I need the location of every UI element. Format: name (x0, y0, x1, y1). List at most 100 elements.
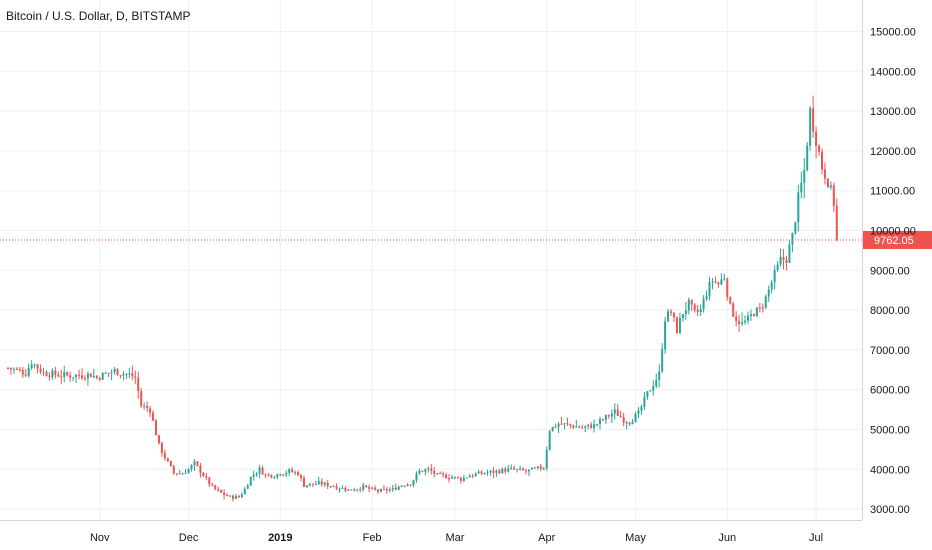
candle-body (303, 477, 305, 487)
candle-body (163, 453, 166, 459)
candle-body (782, 257, 785, 260)
candle-body (643, 396, 646, 407)
candle-body (655, 379, 658, 387)
candle-body (601, 419, 604, 421)
candle-body (708, 282, 711, 296)
candle-body (157, 435, 160, 443)
candle-body (12, 368, 15, 370)
candle-body (246, 485, 249, 489)
candle-body (741, 322, 744, 324)
last-price-badge (863, 230, 932, 249)
candle-body (166, 458, 169, 462)
candle-body (525, 470, 527, 472)
candle-body (519, 468, 522, 470)
candle-body (202, 473, 205, 477)
y-tick-label: 9000.00 (870, 265, 910, 277)
candle-body (806, 145, 809, 171)
candle-body (646, 391, 649, 397)
last-price-line: 9762.05 (0, 230, 932, 249)
candle-body (604, 415, 607, 420)
candle-body (326, 482, 329, 487)
candle-body (406, 484, 409, 487)
candle-body (705, 295, 708, 299)
candle-body (190, 465, 193, 470)
candle-body (379, 488, 382, 492)
candle-body (338, 488, 341, 490)
candle-body (42, 372, 45, 374)
candle-body (569, 423, 572, 426)
candle-body (711, 281, 714, 283)
candle-body (451, 477, 453, 479)
candle-body (83, 377, 86, 379)
candlestick-series (7, 95, 838, 502)
candle-body (178, 473, 181, 475)
candle-body (622, 417, 625, 423)
candle-body (578, 426, 581, 428)
candle-body (430, 468, 433, 471)
candle-body (593, 424, 596, 429)
candle-body (566, 423, 569, 425)
candle-body (89, 373, 92, 378)
candle-body (821, 151, 823, 170)
candle-body (98, 377, 101, 380)
candle-body (823, 169, 826, 179)
candle-body (317, 481, 320, 484)
candle-body (619, 415, 622, 418)
candle-body (9, 367, 12, 370)
candle-body (172, 466, 175, 474)
candle-body (747, 315, 749, 321)
candle-body (815, 131, 818, 146)
candle-body (187, 469, 190, 474)
candle-body (276, 474, 279, 478)
candle-body (116, 368, 119, 376)
y-tick-label: 7000.00 (870, 345, 910, 357)
candle-body (545, 449, 548, 469)
candle-body (738, 320, 741, 324)
candle-body (18, 369, 21, 371)
candle-body (649, 390, 652, 392)
candle-body (829, 185, 832, 188)
candle-body (510, 467, 513, 469)
candle-body (273, 477, 276, 479)
candle-body (21, 369, 24, 375)
candle-body (495, 470, 498, 473)
candle-body (39, 368, 42, 373)
candle-body (486, 472, 489, 474)
candle-body (329, 486, 332, 488)
candle-body (729, 297, 732, 304)
candle-body (110, 372, 113, 374)
candle-body (471, 475, 474, 477)
candle-body (551, 426, 554, 432)
candle-body (181, 473, 184, 475)
candle-body (57, 374, 60, 377)
candle-body (560, 423, 563, 425)
candle-body (696, 310, 699, 312)
candle-body (48, 376, 51, 378)
candle-body (282, 474, 285, 476)
candle-body (758, 307, 761, 309)
candle-body (143, 405, 146, 407)
y-tick-label: 15000.00 (870, 27, 916, 39)
x-tick-label: May (625, 532, 646, 544)
candle-body (169, 461, 172, 467)
candle-body (536, 466, 539, 468)
candle-body (412, 480, 415, 486)
y-tick-label: 11000.00 (870, 186, 915, 198)
candle-body (587, 424, 590, 427)
candle-body (291, 469, 294, 473)
candle-body (264, 474, 267, 476)
candle-body (702, 298, 705, 309)
candle-body (36, 364, 39, 369)
candle-body (300, 475, 303, 478)
candle-body (78, 374, 81, 376)
candle-body (507, 468, 510, 472)
candle-body (27, 368, 30, 376)
candle-body (453, 476, 456, 478)
candle-body (513, 467, 516, 470)
candle-body (714, 281, 717, 283)
candle-body (226, 494, 229, 497)
x-tick-label: Jun (718, 532, 736, 544)
candle-body (294, 472, 297, 474)
candle-body (530, 467, 533, 470)
